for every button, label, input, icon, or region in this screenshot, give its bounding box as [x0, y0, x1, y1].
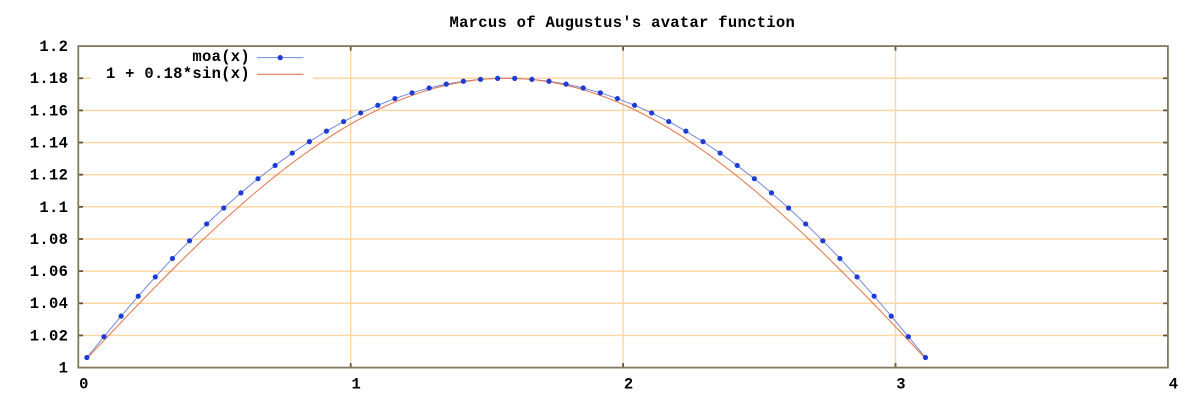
svg-text:2: 2	[624, 375, 634, 393]
svg-text:1.16: 1.16	[30, 102, 68, 120]
svg-text:1.08: 1.08	[30, 231, 68, 249]
svg-text:1: 1	[351, 375, 361, 393]
svg-text:1.18: 1.18	[30, 70, 68, 88]
svg-text:3: 3	[896, 375, 906, 393]
svg-text:1: 1	[59, 360, 69, 378]
svg-text:1.14: 1.14	[30, 134, 68, 152]
svg-text:1.02: 1.02	[30, 327, 68, 345]
svg-text:0: 0	[79, 375, 89, 393]
svg-text:1.04: 1.04	[30, 295, 68, 313]
svg-text:Marcus of Augustus's avatar fu: Marcus of Augustus's avatar function	[449, 14, 795, 32]
svg-text:moa(x): moa(x)	[192, 48, 250, 66]
svg-text:1.12: 1.12	[30, 167, 68, 185]
svg-text:4: 4	[1169, 375, 1179, 393]
svg-text:1.1: 1.1	[39, 199, 68, 217]
svg-text:1.2: 1.2	[39, 38, 68, 56]
svg-text:1 + 0.18*sin(x): 1 + 0.18*sin(x)	[106, 65, 250, 83]
svg-text:1.06: 1.06	[30, 263, 68, 281]
